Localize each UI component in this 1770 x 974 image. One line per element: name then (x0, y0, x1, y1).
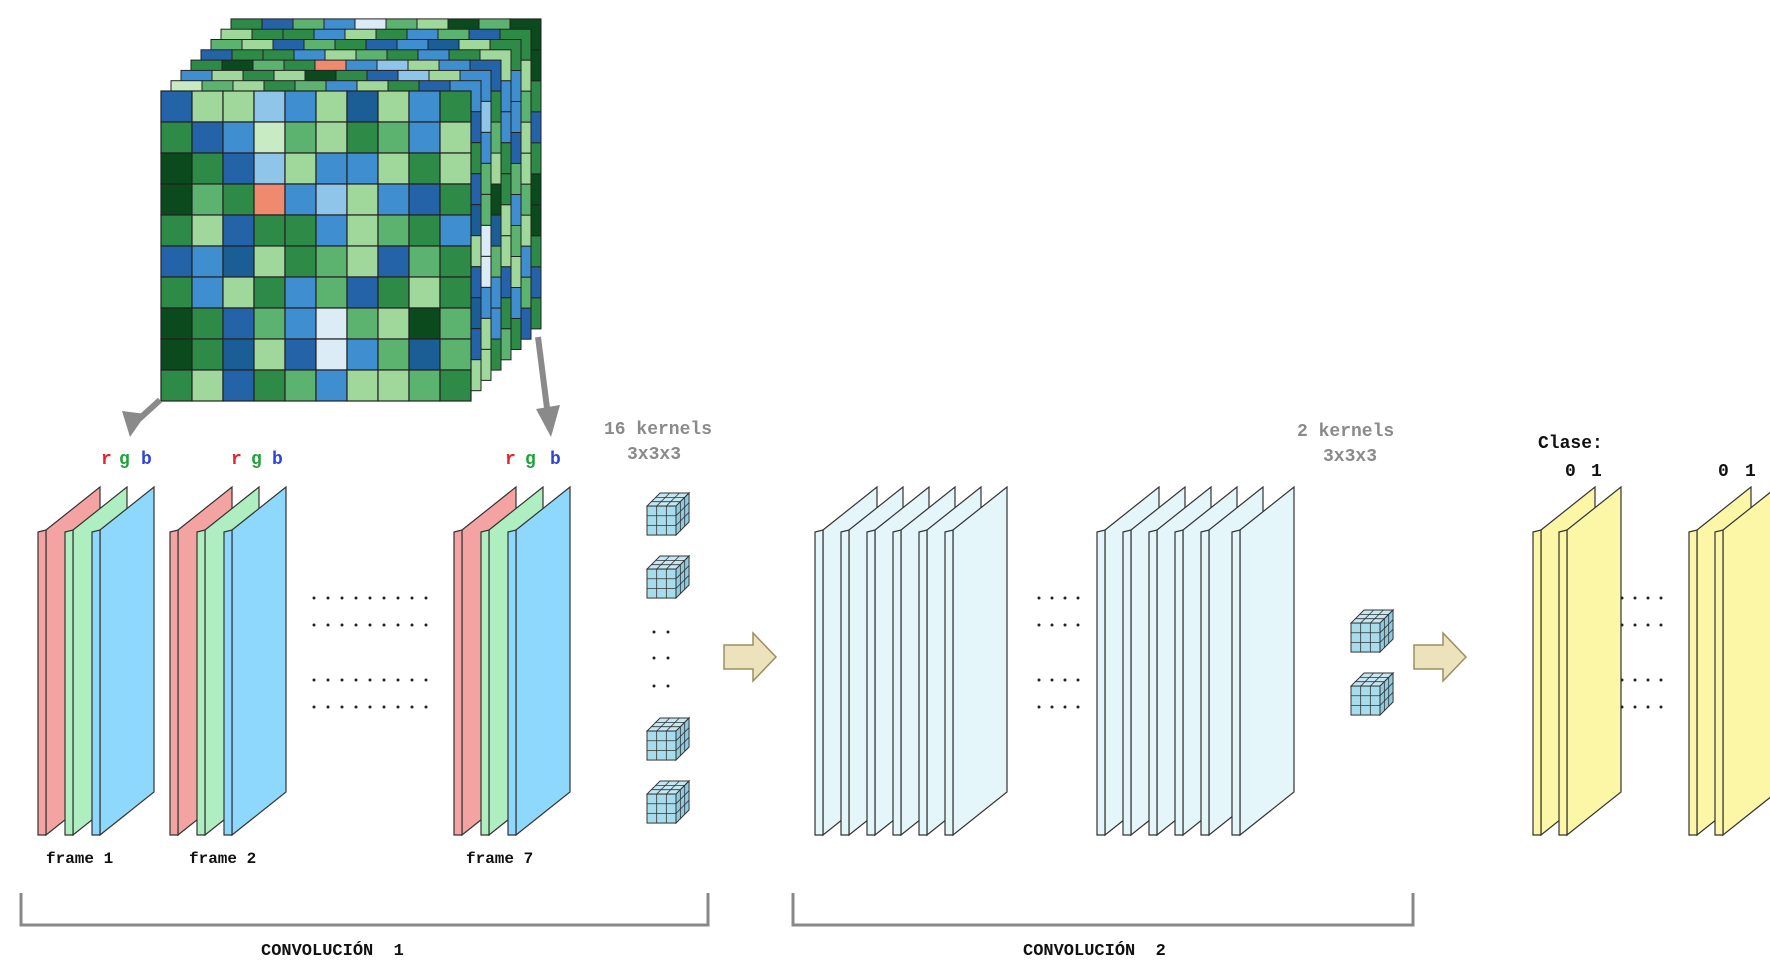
green-channel-plane-edge (64, 529, 74, 836)
video-frame-front (160, 90, 472, 402)
feature-map-plane (1239, 485, 1295, 837)
feature-map-plane-edge (1122, 529, 1132, 836)
red-channel-plane-edge (453, 529, 463, 836)
arrow-to-frame-1 (122, 411, 146, 437)
class-plane-0-edge (1532, 529, 1542, 836)
kernels-2-count: 2 kernels (1297, 422, 1394, 442)
section-bracket-conv-2 (791, 893, 1415, 927)
arrow-to-frame-7 (536, 405, 560, 437)
class-plane-1-edge (1558, 529, 1568, 836)
kernel-cube (1349, 671, 1395, 717)
label-r: r (101, 450, 112, 470)
class-plane-1 (1722, 491, 1770, 837)
feature-map-plane-edge (866, 529, 876, 836)
green-channel-plane-edge (480, 529, 490, 836)
kernels-1-count: 16 kernels (604, 420, 712, 440)
kernel-cube (1349, 608, 1395, 654)
kernels-2-size: 3x3x3 (1323, 447, 1377, 467)
feature-map-plane (952, 485, 1008, 837)
frame-2-label: frame 2 (189, 850, 256, 868)
section-bracket-conv-1 (19, 893, 710, 927)
green-channel-plane-edge (196, 529, 206, 836)
frame-stack-1 (37, 485, 155, 837)
label-b: b (141, 450, 152, 470)
feature-map-plane-edge (1148, 529, 1158, 836)
feature-map-stacks (814, 485, 1295, 837)
kernel-cube (645, 779, 691, 825)
process-arrow-2 (1413, 631, 1468, 683)
blue-channel-plane-edge (91, 529, 101, 836)
label-g: g (251, 450, 262, 470)
rgb-labels: r g b r g b r g b (101, 450, 561, 470)
ellipsis-dots (312, 596, 1663, 709)
input-video-volume (160, 18, 542, 402)
feature-map-plane-edge (1231, 529, 1241, 836)
feature-map-plane-edge (1174, 529, 1184, 836)
clase-title: Clase: (1538, 434, 1603, 454)
blue-channel-plane (231, 485, 287, 837)
blue-channel-plane (515, 485, 571, 837)
section-label-conv-1: CONVOLUCIÓN 1 (261, 941, 404, 961)
feature-map-plane-edge (1200, 529, 1210, 836)
class-output-group-2 (1688, 485, 1770, 837)
feature-map-plane-edge (814, 529, 824, 836)
feature-map-plane-edge (1096, 529, 1106, 836)
clase-value-1: 1 (1745, 462, 1756, 482)
process-arrow-1 (723, 631, 778, 683)
section-label-conv-2: CONVOLUCIÓN 2 (1023, 941, 1166, 961)
class-output-group-1 (1532, 485, 1622, 837)
clase-value-0: 0 (1718, 462, 1729, 482)
class-plane-1-edge (1714, 529, 1724, 836)
feature-map-plane-edge (840, 529, 850, 836)
label-g: g (119, 450, 130, 470)
red-channel-plane-edge (37, 529, 47, 836)
kernel-cube (645, 554, 691, 600)
class-output-stacks (1532, 485, 1770, 837)
frame-stack-3 (453, 485, 571, 837)
rgb-frame-stacks (37, 485, 571, 837)
frame-arrows (122, 336, 560, 437)
red-channel-plane-edge (169, 529, 179, 836)
label-r: r (505, 450, 516, 470)
kernel-cube (645, 491, 691, 537)
frame-stack-2 (169, 485, 287, 837)
clase-value-0: 0 (1565, 462, 1576, 482)
feature-map-group-2 (1096, 485, 1295, 837)
kernel-cube (645, 716, 691, 762)
kernel-cubes (645, 491, 1395, 825)
feature-map-plane-edge (892, 529, 902, 836)
frame-7-label: frame 7 (466, 850, 533, 868)
class-plane-0-edge (1688, 529, 1698, 836)
kernels-1-size: 3x3x3 (627, 445, 681, 465)
feature-map-plane-edge (944, 529, 954, 836)
blue-channel-plane (99, 485, 155, 837)
frame-1-label: frame 1 (46, 850, 113, 868)
blue-channel-plane-edge (223, 529, 233, 836)
label-r: r (231, 450, 242, 470)
feature-map-group-1 (814, 485, 1008, 837)
feature-map-plane-edge (918, 529, 928, 836)
label-b: b (550, 450, 561, 470)
label-g: g (525, 450, 536, 470)
clase-value-1: 1 (1591, 462, 1602, 482)
class-plane-1 (1566, 485, 1622, 837)
blue-channel-plane-edge (507, 529, 517, 836)
label-b: b (272, 450, 283, 470)
